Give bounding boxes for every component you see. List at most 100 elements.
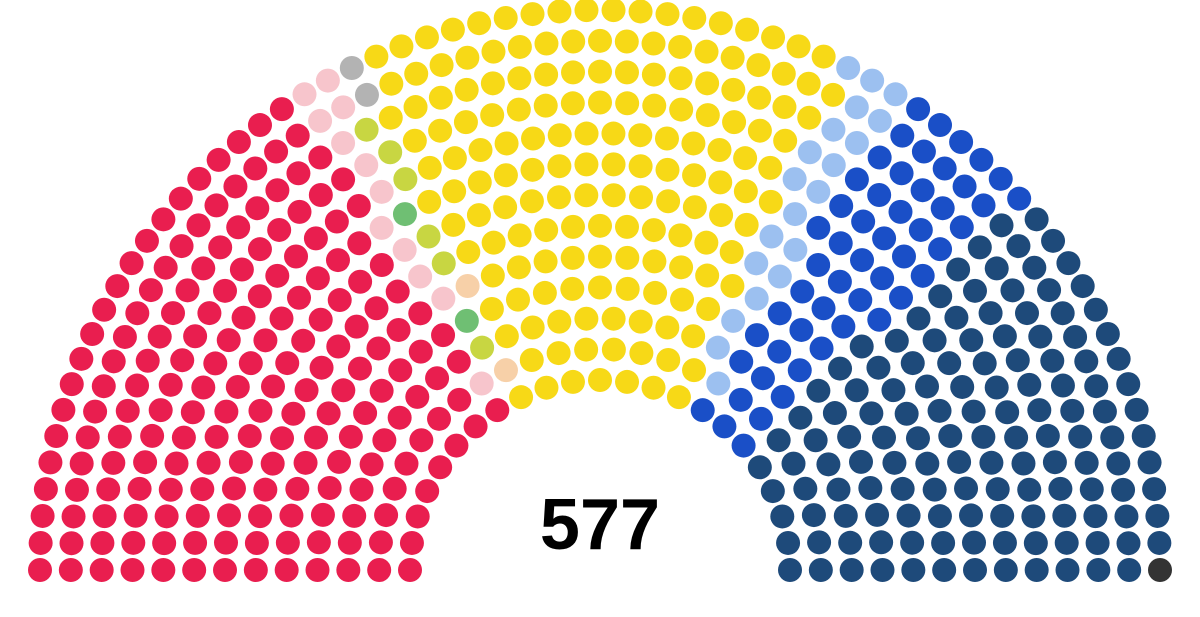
seat [642,376,666,400]
seat [1145,504,1169,528]
seat [139,278,163,302]
seat [364,45,388,69]
seat [270,426,294,450]
seat [990,213,1014,237]
seat [378,140,402,164]
seat [270,306,294,330]
seat [149,398,173,422]
seat [389,34,413,58]
seat [588,91,612,115]
seat [979,451,1003,475]
seat [354,153,378,177]
seat [642,218,666,242]
seat [310,356,334,380]
seat [993,324,1017,348]
seat [963,279,987,303]
seat [151,207,175,231]
seat [1000,278,1024,302]
seat [230,258,254,282]
seat [101,451,125,475]
seat [797,106,821,130]
seat [695,71,719,95]
seat [729,350,753,374]
seat [417,190,441,214]
seat [327,450,351,474]
seat [990,504,1014,528]
seat [912,140,936,164]
seat [1071,274,1095,298]
seat [226,375,250,399]
seat [432,251,456,275]
seat [197,451,221,475]
seat [953,174,977,198]
seat [788,406,812,430]
seat [759,225,783,249]
seat [331,378,355,402]
seat [834,504,858,528]
seat [308,146,332,170]
seat [949,130,973,154]
seat [729,388,753,412]
seat [387,318,411,342]
seat [1021,504,1045,528]
seat [748,455,772,479]
seat [108,425,132,449]
seat [187,167,211,191]
seat [128,477,152,501]
seat [767,340,791,364]
seat [787,34,811,58]
seat [822,153,846,177]
seat [309,308,333,332]
seat [802,503,826,527]
seat [993,531,1017,555]
seat [286,161,310,185]
seat [849,450,873,474]
seat [227,130,251,154]
seat [1100,425,1124,449]
seat [176,278,200,302]
seat [806,216,830,240]
seat [90,558,114,582]
seat [767,428,791,452]
seat [340,56,364,80]
seat [708,170,732,194]
seat [331,167,355,191]
seat [986,477,1010,501]
seat [867,308,891,332]
seat [721,78,745,102]
seat [946,258,970,282]
seat [76,425,100,449]
seat [1004,426,1028,450]
seat [1086,531,1110,555]
seat [1068,425,1092,449]
seat [366,336,390,360]
seat [214,400,238,424]
seat [467,11,491,35]
seat [388,358,412,382]
seat [758,156,782,180]
seat [797,72,821,96]
seat [441,213,465,237]
seat [931,196,955,220]
seat [681,324,705,348]
seat [464,414,488,438]
seat [733,146,757,170]
seat [1025,558,1049,582]
seat [745,323,769,347]
seat [768,301,792,325]
seat [59,558,83,582]
seat [667,385,691,409]
seat [38,450,62,474]
seat [197,301,221,325]
seat [1006,348,1030,372]
seat [770,504,794,528]
seat [265,178,289,202]
seat [404,62,428,86]
seat [709,203,733,227]
seat [1017,373,1041,397]
seat [735,213,759,237]
seat [1148,558,1172,582]
seat [253,478,277,502]
seat [415,25,439,49]
seat [588,214,612,238]
